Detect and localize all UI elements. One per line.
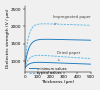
Legend: minimum values, typical values: minimum values, typical values bbox=[28, 66, 67, 75]
Text: Dried paper: Dried paper bbox=[57, 51, 80, 60]
Text: Impregnated paper: Impregnated paper bbox=[53, 15, 91, 24]
X-axis label: Thickness (μm): Thickness (μm) bbox=[41, 80, 74, 84]
Y-axis label: Dielectric strength (V / μm): Dielectric strength (V / μm) bbox=[6, 9, 10, 68]
